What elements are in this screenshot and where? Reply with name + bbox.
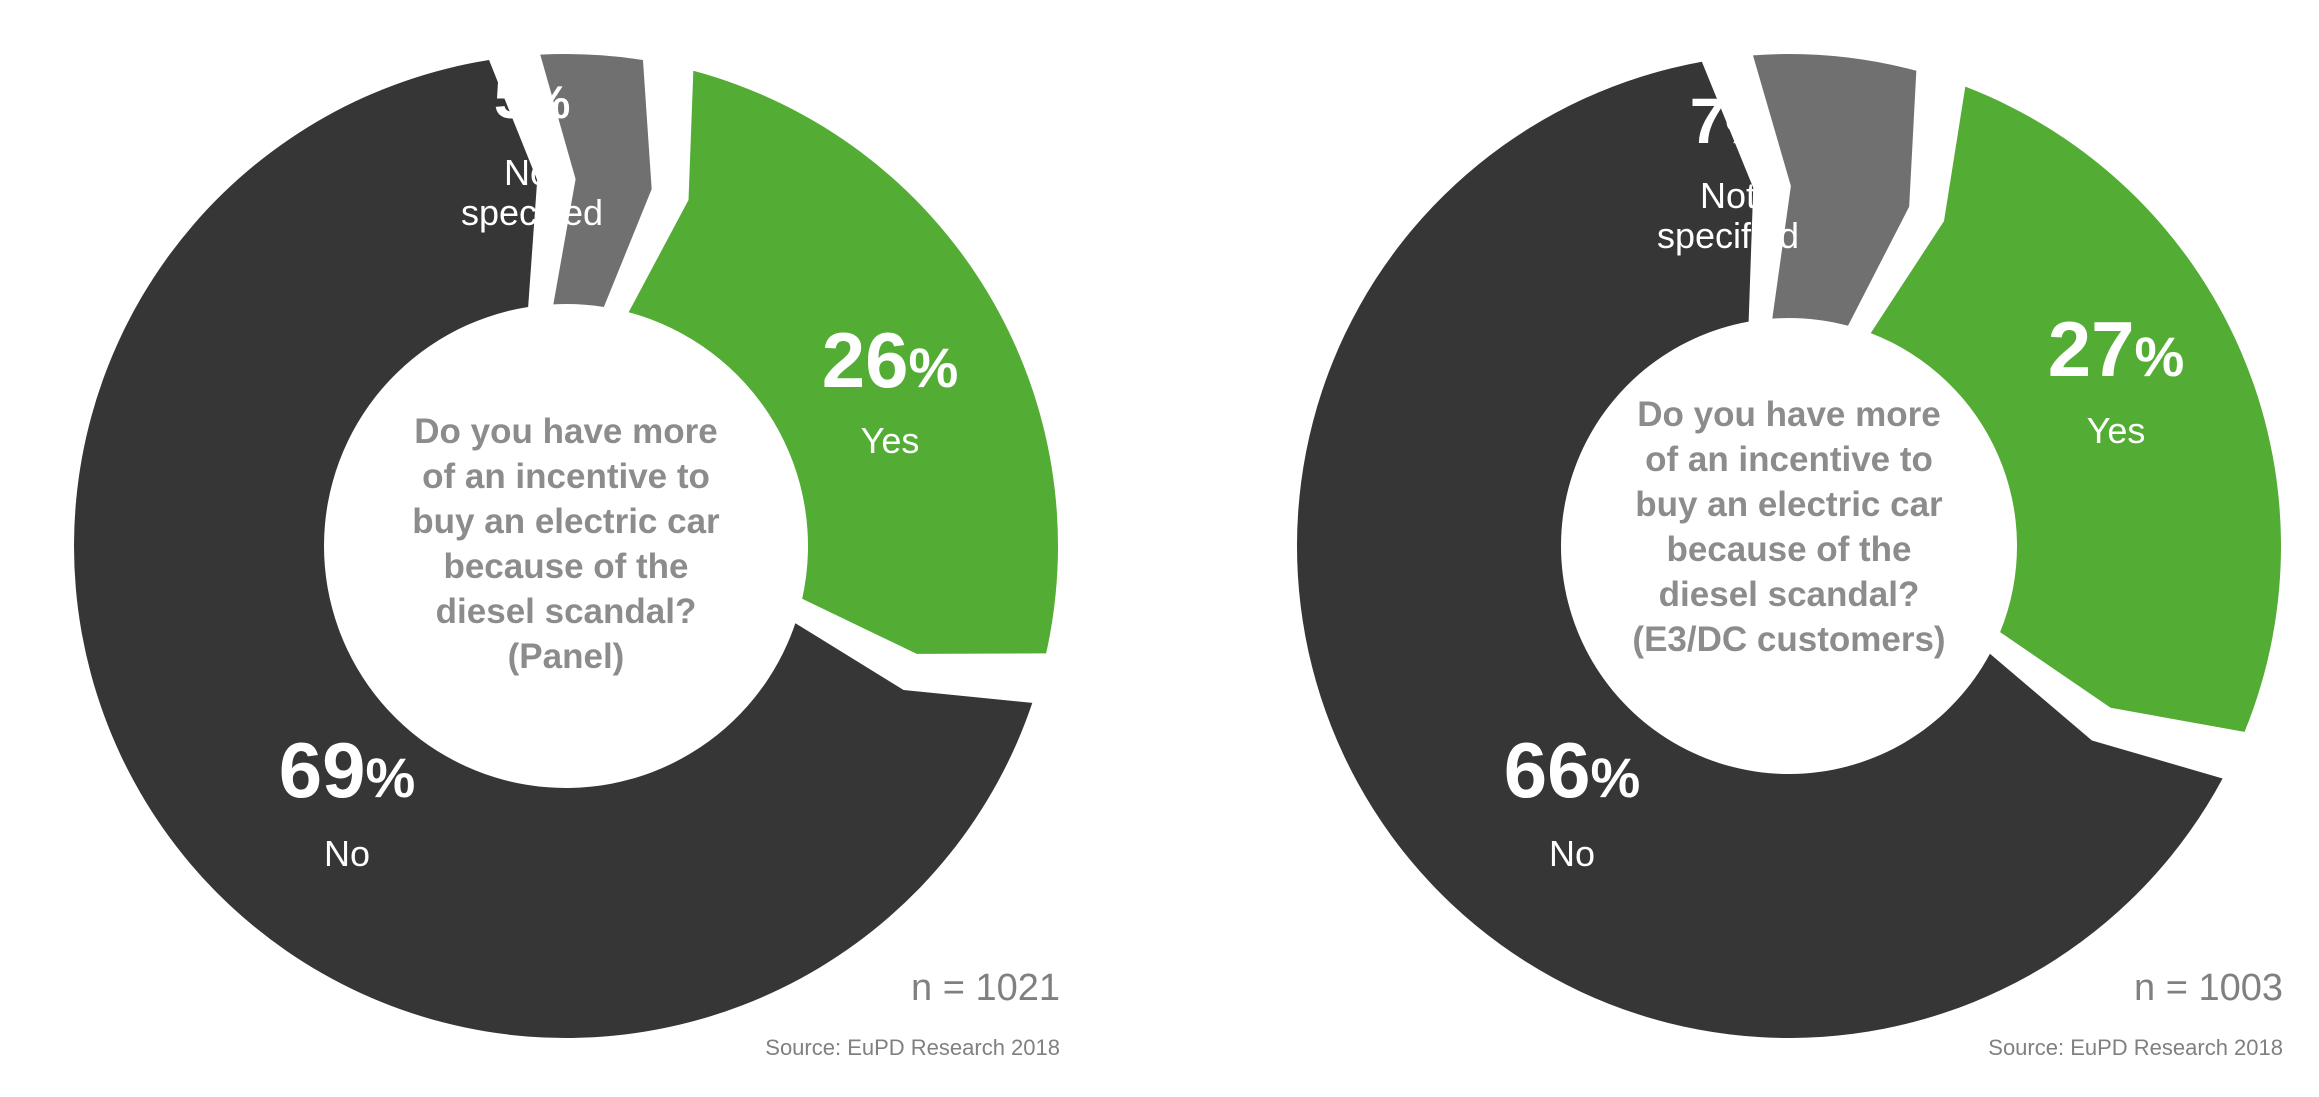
center-question-line: of an incentive to	[1645, 440, 1933, 479]
slice-yes	[628, 70, 1058, 654]
category-label-not-specified: Not	[1700, 175, 1756, 216]
category-label-not-specified: Not	[504, 152, 560, 193]
center-question-line: (E3/DC customers)	[1632, 620, 1945, 659]
value-label-no: 66%	[1504, 726, 1641, 814]
category-label-no: No	[1549, 833, 1595, 874]
center-question-line: buy an electric car	[1635, 485, 1943, 524]
slice-not-specified	[540, 54, 652, 307]
source-note: Source: EuPD Research 2018	[765, 1035, 1060, 1060]
value-label-not-specified: 7%	[1690, 85, 1767, 157]
category-label-not-specified: specified	[1657, 215, 1799, 256]
sample-size: n = 1021	[911, 967, 1060, 1009]
center-question-line: diesel scandal?	[1659, 575, 1920, 614]
category-label-yes: Yes	[861, 420, 920, 461]
center-question-line: because of the	[1666, 530, 1911, 569]
center-question-line: Do you have more	[414, 412, 717, 451]
value-label-yes: 26%	[822, 316, 959, 404]
source-note: Source: EuPD Research 2018	[1988, 1035, 2283, 1060]
slice-not-specified	[1752, 54, 1917, 326]
value-label-not-specified: 5%	[494, 60, 571, 132]
slice-no	[1296, 61, 2223, 1039]
center-question-line: (Panel)	[508, 637, 625, 676]
slice-no	[73, 60, 1033, 1039]
value-label-no: 69%	[279, 726, 416, 814]
slice-yes	[1870, 86, 2281, 732]
center-question-line: buy an electric car	[412, 502, 720, 541]
center-question-line: Do you have more	[1637, 395, 1940, 434]
category-label-no: No	[324, 833, 370, 874]
value-label-yes: 27%	[2048, 305, 2185, 393]
sample-size: n = 1003	[2134, 967, 2283, 1009]
center-question-line: diesel scandal?	[436, 592, 697, 631]
category-label-yes: Yes	[2087, 410, 2146, 451]
center-question-line: of an incentive to	[422, 457, 710, 496]
center-question-line: because of the	[443, 547, 688, 586]
category-label-not-specified: specified	[461, 192, 603, 233]
